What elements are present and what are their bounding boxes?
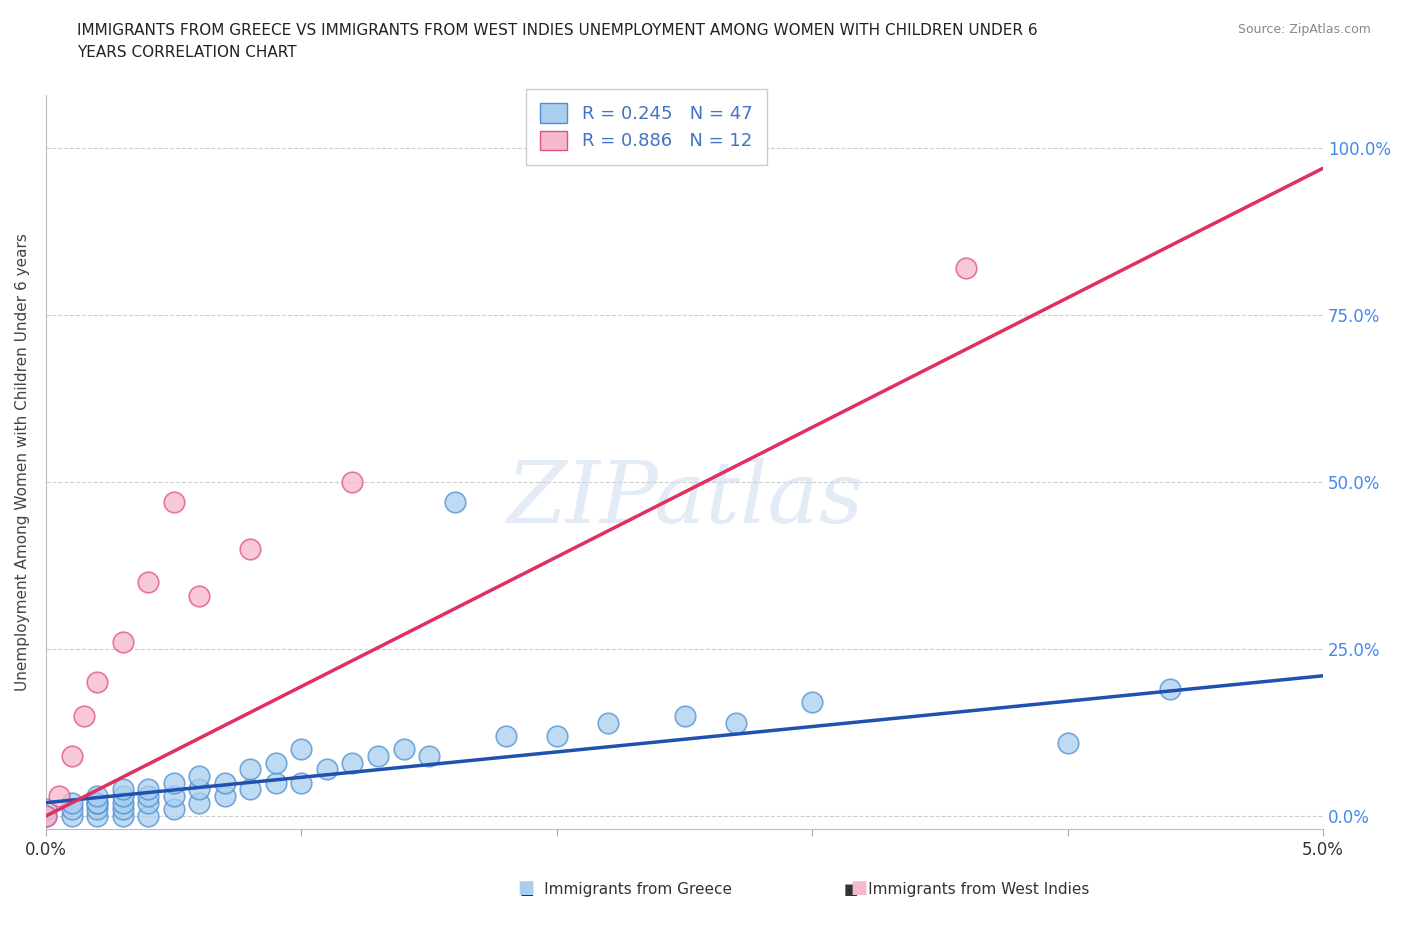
- Point: [418, 749, 440, 764]
- Point: [111, 782, 134, 797]
- Text: ZIPatlas: ZIPatlas: [506, 458, 863, 540]
- Point: [86, 675, 108, 690]
- Point: [188, 782, 211, 797]
- Text: ■  Immigrants from West Indies: ■ Immigrants from West Indies: [844, 883, 1090, 897]
- Point: [188, 768, 211, 783]
- Point: [60, 802, 83, 817]
- Text: ■: ■: [851, 880, 868, 897]
- Point: [214, 789, 236, 804]
- Point: [163, 495, 186, 510]
- Point: [48, 789, 70, 804]
- Point: [188, 795, 211, 810]
- Point: [596, 715, 619, 730]
- Text: YEARS CORRELATION CHART: YEARS CORRELATION CHART: [77, 45, 297, 60]
- Point: [264, 776, 287, 790]
- Point: [136, 795, 159, 810]
- Point: [136, 808, 159, 823]
- Point: [214, 776, 236, 790]
- Text: IMMIGRANTS FROM GREECE VS IMMIGRANTS FROM WEST INDIES UNEMPLOYMENT AMONG WOMEN W: IMMIGRANTS FROM GREECE VS IMMIGRANTS FRO…: [77, 23, 1038, 38]
- Text: ■  Immigrants from Greece: ■ Immigrants from Greece: [520, 883, 733, 897]
- Point: [342, 755, 364, 770]
- Point: [1159, 682, 1181, 697]
- Point: [60, 795, 83, 810]
- Point: [86, 795, 108, 810]
- Point: [86, 808, 108, 823]
- Point: [35, 808, 58, 823]
- Point: [163, 802, 186, 817]
- Point: [35, 802, 58, 817]
- Point: [264, 755, 287, 770]
- Point: [136, 782, 159, 797]
- Point: [724, 715, 747, 730]
- Point: [60, 808, 83, 823]
- Y-axis label: Unemployment Among Women with Children Under 6 years: Unemployment Among Women with Children U…: [15, 233, 30, 691]
- Point: [111, 789, 134, 804]
- Point: [239, 541, 262, 556]
- Point: [35, 808, 58, 823]
- Point: [955, 261, 977, 276]
- Point: [367, 749, 389, 764]
- Point: [443, 495, 465, 510]
- Point: [392, 742, 415, 757]
- Text: Source: ZipAtlas.com: Source: ZipAtlas.com: [1237, 23, 1371, 36]
- Legend: R = 0.245   N = 47, R = 0.886   N = 12: R = 0.245 N = 47, R = 0.886 N = 12: [526, 89, 766, 165]
- Point: [86, 795, 108, 810]
- Point: [73, 709, 96, 724]
- Point: [546, 728, 568, 743]
- Point: [111, 795, 134, 810]
- Point: [163, 789, 186, 804]
- Point: [1056, 735, 1078, 750]
- Point: [111, 635, 134, 650]
- Point: [136, 575, 159, 590]
- Point: [495, 728, 517, 743]
- Point: [673, 709, 696, 724]
- Point: [111, 802, 134, 817]
- Point: [316, 762, 339, 777]
- Point: [342, 474, 364, 489]
- Point: [111, 808, 134, 823]
- Point: [290, 776, 312, 790]
- Point: [60, 749, 83, 764]
- Point: [290, 742, 312, 757]
- Point: [188, 588, 211, 603]
- Point: [239, 782, 262, 797]
- Point: [239, 762, 262, 777]
- Text: ■: ■: [517, 880, 534, 897]
- Point: [86, 789, 108, 804]
- Point: [163, 776, 186, 790]
- Point: [86, 802, 108, 817]
- Point: [801, 695, 824, 710]
- Point: [136, 789, 159, 804]
